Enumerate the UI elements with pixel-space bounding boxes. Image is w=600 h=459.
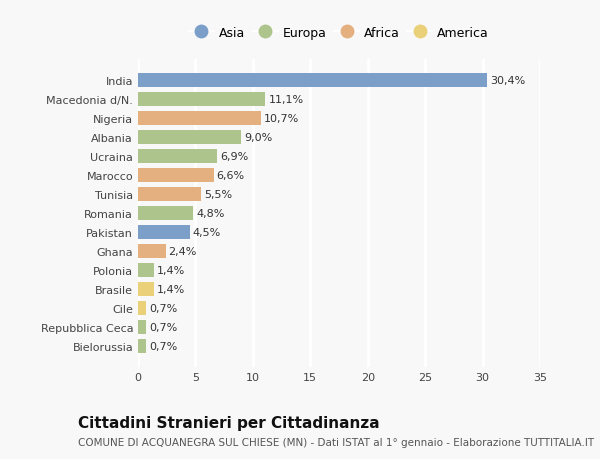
Text: 2,4%: 2,4% (169, 246, 197, 257)
Text: 6,6%: 6,6% (217, 170, 245, 180)
Text: Cittadini Stranieri per Cittadinanza: Cittadini Stranieri per Cittadinanza (78, 415, 380, 431)
Bar (138, 150, 217, 163)
Bar (138, 302, 146, 315)
Text: 30,4%: 30,4% (490, 75, 525, 85)
Text: 5,5%: 5,5% (204, 190, 232, 199)
Bar (138, 112, 261, 125)
Bar (138, 207, 193, 220)
Legend: Asia, Europa, Africa, America: Asia, Europa, Africa, America (185, 23, 493, 43)
Text: 1,4%: 1,4% (157, 265, 185, 275)
Bar (138, 283, 154, 296)
Bar (138, 188, 201, 202)
Bar (138, 225, 190, 239)
Text: 10,7%: 10,7% (264, 113, 299, 123)
Bar (138, 263, 154, 277)
Bar (138, 73, 487, 87)
Text: 4,5%: 4,5% (193, 228, 221, 237)
Text: 0,7%: 0,7% (149, 341, 177, 352)
Bar (138, 320, 146, 334)
Text: 0,7%: 0,7% (149, 303, 177, 313)
Text: 6,9%: 6,9% (220, 151, 248, 162)
Text: 0,7%: 0,7% (149, 322, 177, 332)
Text: 9,0%: 9,0% (244, 133, 272, 142)
Text: COMUNE DI ACQUANEGRA SUL CHIESE (MN) - Dati ISTAT al 1° gennaio - Elaborazione T: COMUNE DI ACQUANEGRA SUL CHIESE (MN) - D… (78, 437, 594, 447)
Bar (138, 168, 214, 182)
Text: 11,1%: 11,1% (268, 95, 304, 105)
Bar (138, 131, 241, 144)
Bar (138, 340, 146, 353)
Text: 4,8%: 4,8% (196, 208, 224, 218)
Bar (138, 93, 265, 106)
Bar (138, 245, 166, 258)
Text: 1,4%: 1,4% (157, 285, 185, 294)
